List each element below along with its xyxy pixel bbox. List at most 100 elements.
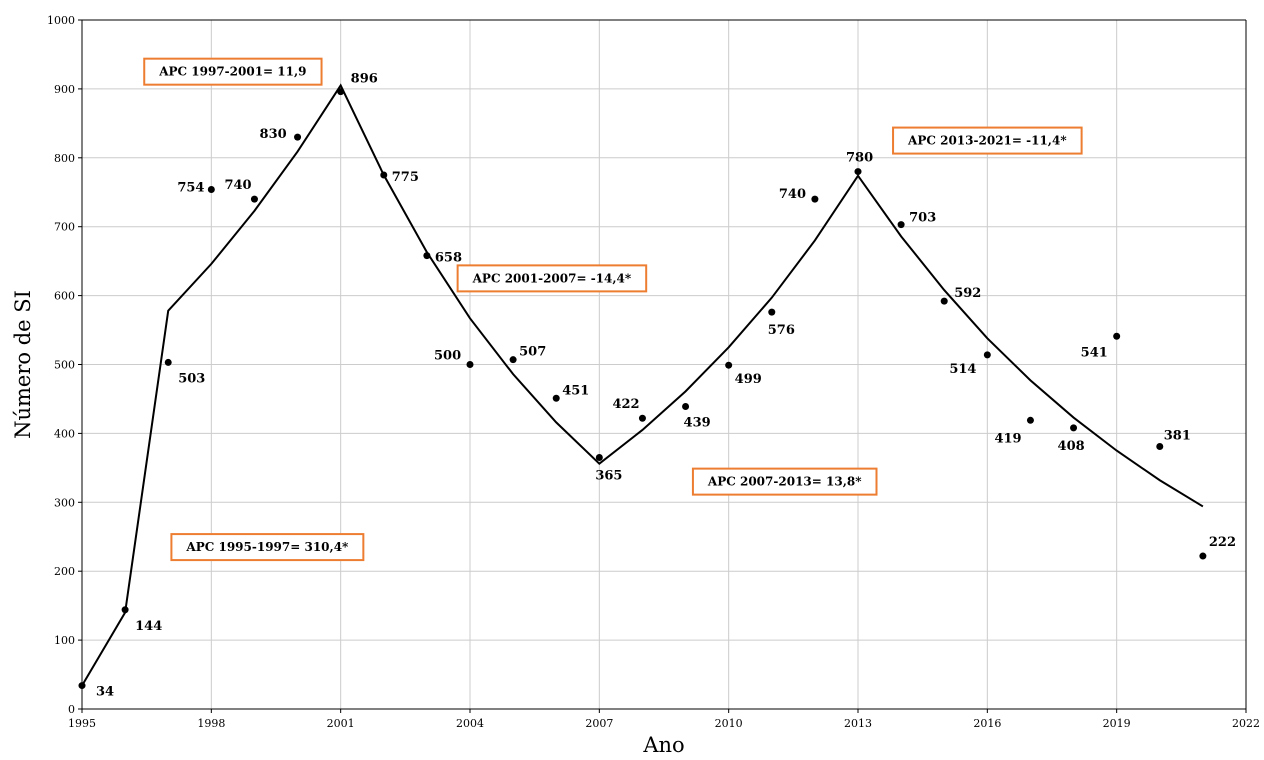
- data-label: 896: [351, 72, 378, 87]
- apc-annotation-border: [170, 533, 365, 562]
- apc-annotation-text: APC 1997-2001= 11,9: [158, 65, 306, 79]
- apc-annotation-box: APC 2007-2013= 13,8*: [691, 467, 878, 496]
- y-tick-label: 600: [54, 290, 75, 303]
- x-tick-label: 2004: [456, 717, 484, 730]
- data-label: 500: [434, 349, 461, 364]
- data-label: 592: [954, 286, 981, 301]
- data-label: 740: [224, 178, 251, 193]
- y-tick-label: 400: [54, 427, 75, 440]
- x-tick-label: 2010: [715, 717, 743, 730]
- data-label: 381: [1164, 428, 1191, 443]
- fitted-line-path: [81, 83, 1204, 687]
- data-label: 499: [735, 372, 762, 387]
- data-point: [983, 351, 991, 359]
- y-tick-label: 200: [54, 565, 75, 578]
- data-points: [78, 88, 1207, 690]
- y-tick-label: 1000: [47, 14, 75, 27]
- data-point: [725, 361, 733, 369]
- data-point: [1156, 442, 1164, 450]
- apc-annotation-border: [456, 264, 648, 293]
- data-point: [1026, 416, 1034, 424]
- y-axis-title: Número de SI: [11, 290, 35, 439]
- apc-annotation-box: APC 2013-2021= -11,4*: [892, 126, 1083, 155]
- y-tick-label: 500: [54, 359, 75, 372]
- data-point: [466, 361, 474, 368]
- y-tick-label: 700: [54, 221, 75, 234]
- data-label: 144: [135, 619, 162, 634]
- data-point: [854, 168, 862, 176]
- data-label: 439: [684, 416, 711, 431]
- data-point: [940, 297, 948, 305]
- grid: [82, 19, 1246, 709]
- data-point: [121, 606, 129, 614]
- y-tick-label: 900: [54, 83, 75, 96]
- apc-annotation-border: [892, 126, 1083, 155]
- x-tick-label: 1998: [197, 717, 225, 730]
- apc-annotations: APC 1997-2001= 11,9 APC 2001-2007= -14,4*…: [143, 57, 1083, 562]
- apc-annotation-text: APC 1995-1997= 310,4*: [185, 540, 349, 554]
- y-tick-label: 0: [68, 703, 75, 716]
- data-point: [682, 403, 690, 411]
- data-label: 576: [768, 323, 795, 338]
- x-tick-label: 2022: [1232, 717, 1260, 730]
- apc-annotation-text: APC 2001-2007= -14,4*: [472, 271, 632, 285]
- data-point: [294, 133, 302, 141]
- data-point: [897, 221, 905, 229]
- apc-annotation-box: APC 2001-2007= -14,4*: [456, 264, 648, 293]
- data-label: 422: [612, 397, 639, 412]
- x-tick-label: 1995: [68, 717, 96, 730]
- data-label: 740: [779, 187, 806, 202]
- y-tick-label: 300: [54, 496, 75, 509]
- data-point: [250, 195, 258, 203]
- data-label: 780: [846, 151, 873, 166]
- data-label: 451: [562, 383, 589, 398]
- data-label: 503: [178, 371, 205, 386]
- data-point: [78, 682, 86, 690]
- data-label: 703: [909, 211, 936, 226]
- data-point: [207, 185, 215, 193]
- apc-annotation-border: [691, 467, 878, 496]
- data-label: 408: [1058, 439, 1085, 454]
- data-point: [509, 356, 517, 364]
- y-tick-label: 800: [54, 152, 75, 165]
- x-axis-title: Ano: [642, 733, 684, 757]
- data-point: [1113, 332, 1121, 340]
- data-point: [768, 308, 776, 316]
- data-label: 658: [435, 251, 462, 266]
- data-label: 34: [96, 685, 114, 700]
- data-label: 507: [519, 345, 546, 360]
- data-label: 419: [994, 431, 1021, 446]
- data-point: [164, 358, 172, 366]
- data-point: [380, 171, 388, 179]
- axes: 1995 1998 2001 2004 2007 2010 2013 2016 2019 2022…: [47, 14, 1260, 730]
- apc-annotation-box: APC 1995-1997= 310,4*: [170, 533, 365, 562]
- x-tick-label: 2013: [844, 717, 872, 730]
- data-labels: 34 144 503 754 740 830 896 775 658 500 507 451 365 42…: [96, 72, 1236, 700]
- data-point: [1199, 552, 1207, 560]
- data-label: 365: [595, 469, 622, 484]
- apc-annotation-text: APC 2013-2021= -11,4*: [907, 134, 1067, 148]
- x-tick-label: 2019: [1103, 717, 1131, 730]
- data-point: [337, 88, 345, 96]
- data-point: [1070, 424, 1078, 432]
- apc-annotation-border: [143, 57, 323, 86]
- fitted-trend-line: [81, 83, 1204, 687]
- x-tick-label: 2016: [973, 717, 1001, 730]
- apc-annotation-box: APC 1997-2001= 11,9: [143, 57, 323, 86]
- apc-annotation-text: APC 2007-2013= 13,8*: [707, 475, 862, 489]
- data-label: 775: [392, 170, 419, 185]
- x-tick-label: 2007: [585, 717, 613, 730]
- data-point: [638, 414, 646, 422]
- data-label: 541: [1081, 345, 1108, 360]
- data-label: 830: [260, 127, 287, 142]
- data-point: [595, 454, 603, 462]
- data-label: 514: [949, 362, 976, 377]
- data-point: [552, 394, 560, 402]
- y-tick-label: 100: [54, 634, 75, 647]
- data-point: [811, 195, 819, 203]
- data-point: [423, 252, 431, 260]
- data-label: 222: [1209, 535, 1236, 550]
- data-label: 754: [177, 180, 204, 195]
- x-tick-label: 2001: [327, 717, 355, 730]
